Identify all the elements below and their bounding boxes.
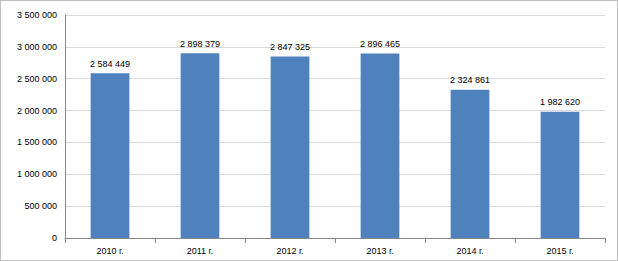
svg-text:2010 г.: 2010 г.: [96, 246, 123, 256]
svg-text:500 000: 500 000: [24, 201, 57, 211]
svg-text:2015 г.: 2015 г.: [546, 246, 573, 256]
svg-text:1 982 620: 1 982 620: [540, 97, 580, 107]
svg-text:2 324 861: 2 324 861: [450, 75, 490, 85]
svg-text:1 000 000: 1 000 000: [17, 169, 57, 179]
svg-text:2 584 449: 2 584 449: [90, 59, 130, 69]
svg-text:2013 г.: 2013 г.: [366, 246, 393, 256]
svg-text:3 000 000: 3 000 000: [17, 42, 57, 52]
svg-text:3 500 000: 3 500 000: [17, 10, 57, 20]
svg-text:2 896 465: 2 896 465: [360, 39, 400, 49]
svg-text:2014 г.: 2014 г.: [456, 246, 483, 256]
svg-text:2 898 379: 2 898 379: [180, 39, 220, 49]
svg-text:2 000 000: 2 000 000: [17, 106, 57, 116]
svg-text:2 847 325: 2 847 325: [270, 42, 310, 52]
svg-text:2011 г.: 2011 г.: [187, 246, 214, 256]
svg-text:2012 г.: 2012 г.: [276, 246, 303, 256]
svg-text:0: 0: [52, 233, 57, 243]
svg-text:1 500 000: 1 500 000: [17, 137, 57, 147]
svg-text:2 500 000: 2 500 000: [17, 74, 57, 84]
